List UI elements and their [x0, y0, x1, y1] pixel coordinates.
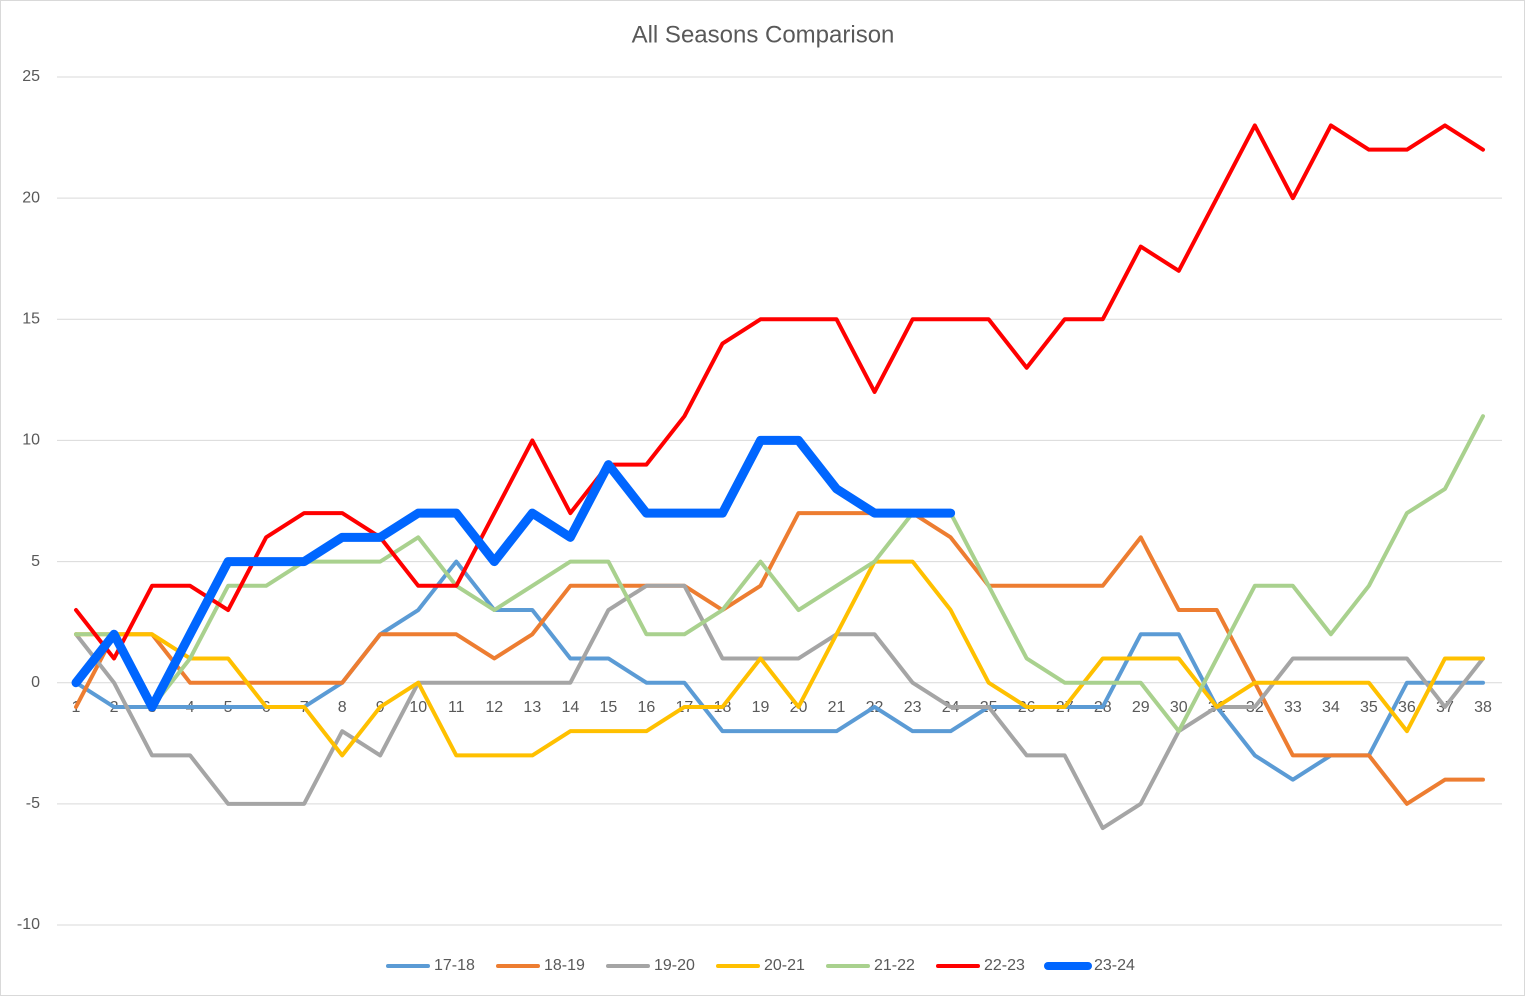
legend-label: 22-23	[984, 957, 1025, 974]
x-tick-label: 13	[523, 699, 541, 716]
series-line	[74, 511, 1485, 806]
x-tick-label: 16	[638, 699, 656, 716]
series-line	[74, 123, 1485, 661]
y-tick-label: 25	[22, 68, 40, 85]
chart-title: All Seasons Comparison	[632, 21, 895, 48]
y-tick-label: 20	[22, 189, 40, 206]
x-tick-label: 21	[828, 699, 846, 716]
y-tick-label: 0	[31, 674, 40, 691]
legend-label: 23-24	[1094, 957, 1135, 974]
x-tick-label: 35	[1360, 699, 1378, 716]
y-tick-label: -5	[26, 795, 40, 812]
x-tick-label: 30	[1170, 699, 1188, 716]
x-tick-label: 12	[485, 699, 503, 716]
y-tick-label: 5	[31, 553, 40, 570]
legend-label: 18-19	[544, 957, 585, 974]
x-tick-label: 14	[561, 699, 579, 716]
x-tick-label: 33	[1284, 699, 1302, 716]
x-tick-label: 34	[1322, 699, 1340, 716]
legend-label: 20-21	[764, 957, 805, 974]
series-line	[74, 583, 1485, 831]
x-tick-label: 36	[1398, 699, 1416, 716]
legend-label: 19-20	[654, 957, 695, 974]
y-tick-label: 15	[22, 311, 40, 328]
series-line	[74, 559, 1485, 758]
x-tick-label: 38	[1474, 699, 1492, 716]
x-tick-label: 11	[448, 699, 465, 716]
x-tick-label: 8	[338, 699, 347, 716]
x-tick-label: 19	[752, 699, 770, 716]
x-tick-label: 10	[409, 699, 427, 716]
x-tick-label: 23	[904, 699, 922, 716]
x-tick-label: 15	[599, 699, 617, 716]
y-tick-label: -10	[17, 916, 40, 933]
x-tick-label: 29	[1132, 699, 1150, 716]
legend-label: 21-22	[874, 957, 915, 974]
legend-label: 17-18	[434, 957, 475, 974]
series-line	[71, 435, 956, 712]
y-tick-label: 10	[22, 432, 40, 449]
series-line	[74, 559, 1485, 782]
